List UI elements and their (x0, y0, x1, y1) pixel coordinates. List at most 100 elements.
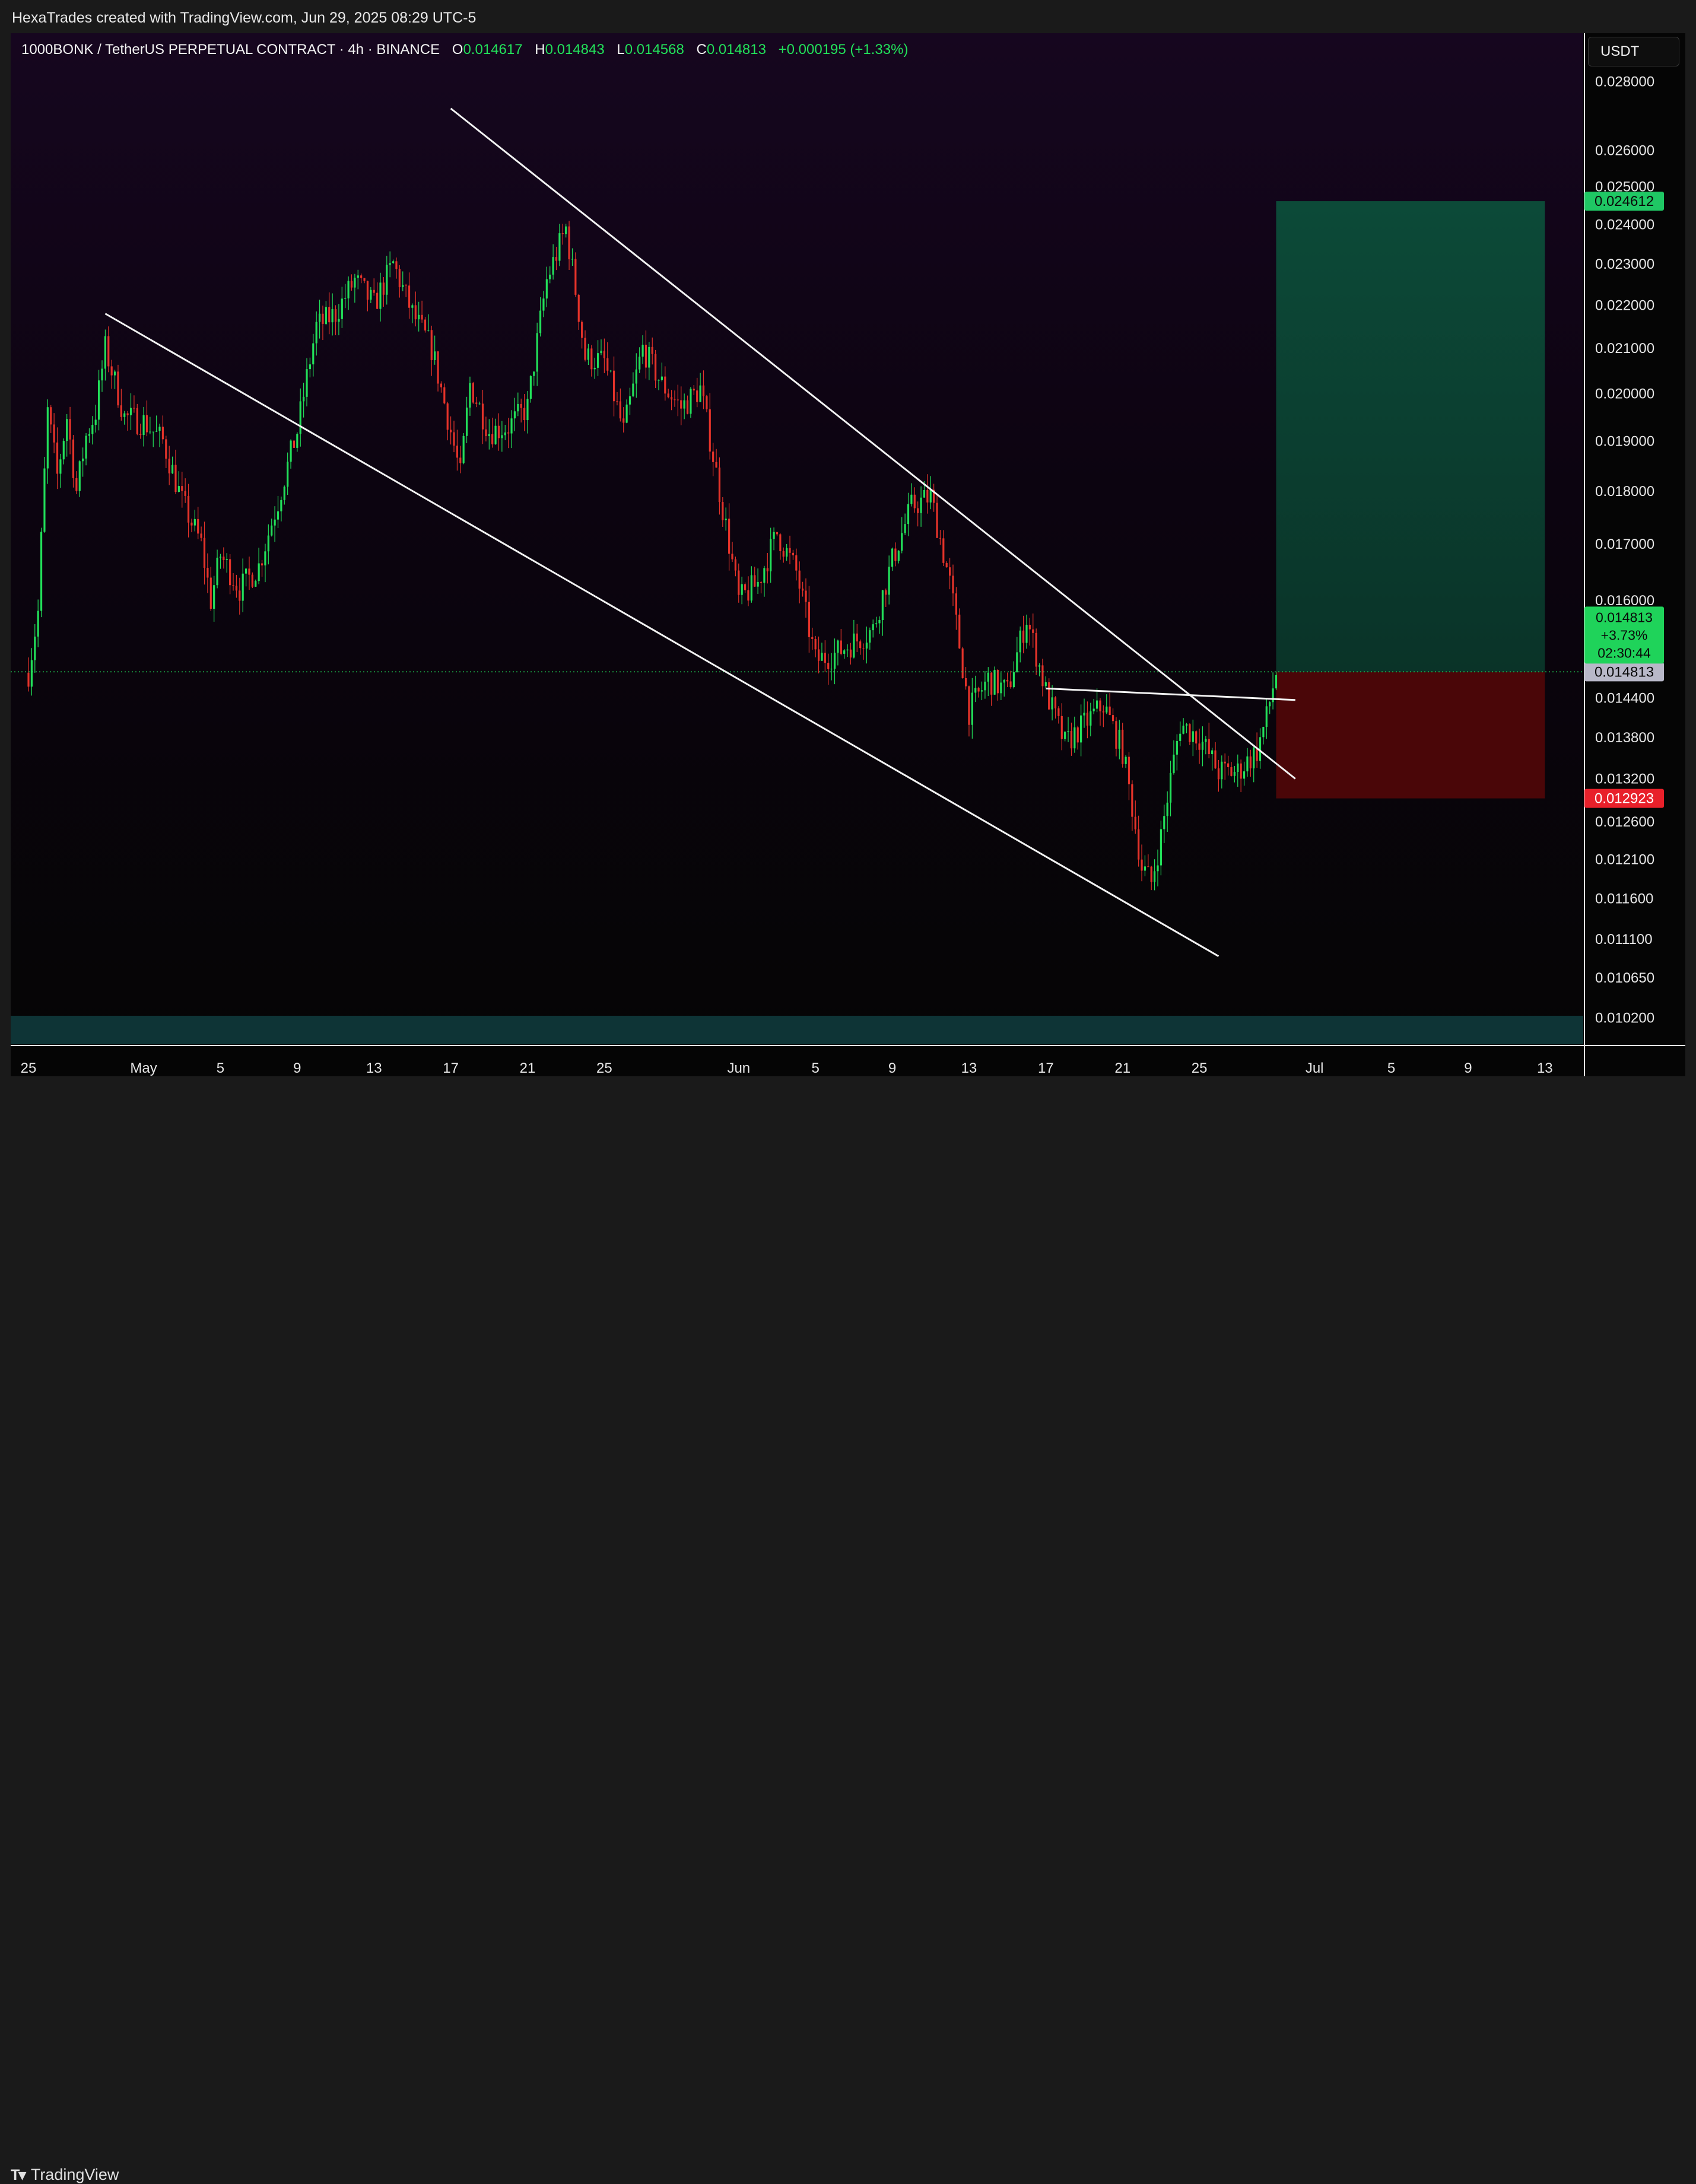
candle-body (30, 660, 33, 687)
candle-body (1182, 726, 1184, 734)
candle-body (699, 385, 701, 402)
candle-body (494, 425, 497, 444)
target-zone[interactable] (1276, 201, 1545, 672)
trendline-channel-lower[interactable] (104, 313, 1219, 957)
candle-body (40, 532, 43, 611)
candle-body (811, 637, 814, 639)
candle-body (1044, 682, 1047, 686)
candle-body (354, 278, 356, 288)
candle-body (1189, 724, 1191, 742)
candle-body (1035, 632, 1037, 667)
candle-body (696, 390, 698, 402)
candle-body (555, 257, 558, 261)
candle-body (1074, 727, 1076, 749)
candle-body (149, 431, 151, 433)
candle-body (209, 577, 212, 609)
candle-body (386, 265, 388, 295)
trendline-horizontal-resistance[interactable] (1046, 687, 1295, 701)
candle-body (331, 309, 334, 323)
countdown-text: 02:30:44 (1597, 645, 1651, 660)
stop-zone[interactable] (1276, 672, 1545, 799)
candle-body (814, 638, 817, 650)
time-tick-label: 25 (1192, 1060, 1208, 1076)
price-tick-label: 0.020000 (1595, 386, 1654, 402)
candle-body (625, 404, 628, 423)
candle-body (517, 403, 519, 412)
candle-body (43, 468, 46, 532)
candle-body (181, 486, 183, 491)
candle-body (219, 557, 222, 558)
candle-body (1009, 681, 1012, 688)
candle-body (1227, 763, 1230, 768)
candle-body (641, 344, 644, 357)
candle-body (200, 533, 202, 538)
candle-body (165, 439, 167, 459)
candle-body (891, 548, 894, 567)
trendline-channel-upper[interactable] (450, 107, 1296, 780)
candle-body (309, 364, 312, 370)
time-tick-label: Jul (1306, 1060, 1324, 1076)
currency-selector[interactable]: USDT (1588, 37, 1679, 66)
time-tick-label: 5 (811, 1060, 819, 1076)
candle-body (897, 551, 900, 561)
target-price-tag-text: 0.024612 (1595, 193, 1654, 209)
candle-body (536, 333, 538, 372)
candle-body (913, 494, 916, 508)
candle-body (389, 263, 391, 265)
candle-body (350, 281, 353, 288)
symbol-title[interactable]: 1000BONK / TetherUS PERPETUAL CONTRACT ·… (21, 42, 440, 58)
candle-body (395, 261, 398, 269)
candle-body (34, 636, 36, 660)
time-tick-label: 13 (1537, 1060, 1553, 1076)
candle-body (88, 434, 91, 436)
candle-body (639, 357, 641, 370)
candle-body (443, 387, 446, 403)
candle-body (271, 525, 273, 536)
candle-body (287, 462, 289, 487)
candle-body (1243, 771, 1246, 779)
candle-body (929, 489, 932, 503)
candle-body (107, 336, 110, 367)
chart-canvas[interactable]: 0.0280000.0260000.0250000.0240000.023000… (0, 0, 1696, 1119)
time-tick-label: 17 (443, 1060, 459, 1076)
candle-body (1166, 802, 1168, 816)
candle-body (616, 401, 618, 402)
candle-body (145, 415, 148, 433)
candle-body (98, 380, 100, 420)
candle-body (1214, 750, 1217, 769)
candle-body (94, 419, 97, 425)
candle-body (792, 552, 795, 555)
candle-body (1221, 761, 1223, 780)
candle-body (802, 589, 804, 591)
candle-body (843, 650, 846, 654)
candle-body (507, 432, 510, 434)
close-label: C (696, 42, 707, 58)
candle-body (558, 233, 561, 261)
candle-body (690, 389, 692, 414)
candle-body (440, 383, 443, 387)
candle-body (1019, 630, 1021, 653)
candle-body (539, 310, 542, 333)
candle-body (1211, 750, 1214, 755)
time-tick-label: Jun (727, 1060, 750, 1076)
candle-body (226, 559, 228, 561)
candle-body (1208, 739, 1210, 755)
candle-body (1054, 697, 1057, 708)
price-tick-label: 0.012100 (1595, 851, 1654, 867)
candle-body (283, 487, 285, 500)
candle-body (1111, 715, 1114, 721)
candle-body (910, 494, 913, 504)
candle-body (875, 623, 878, 625)
candle-body (651, 346, 653, 354)
tradingview-logo[interactable]: T▾ TradingView (11, 2166, 119, 2184)
candle-body (421, 314, 423, 320)
candle-body (347, 281, 350, 298)
candle-body (1060, 716, 1063, 739)
candle-body (1102, 711, 1104, 713)
candle-body (1157, 865, 1159, 872)
candle-body (945, 562, 948, 568)
time-tick-label: 9 (1464, 1060, 1472, 1076)
candle-body (360, 275, 363, 278)
candle-body (177, 486, 180, 492)
candle-body (789, 548, 791, 553)
